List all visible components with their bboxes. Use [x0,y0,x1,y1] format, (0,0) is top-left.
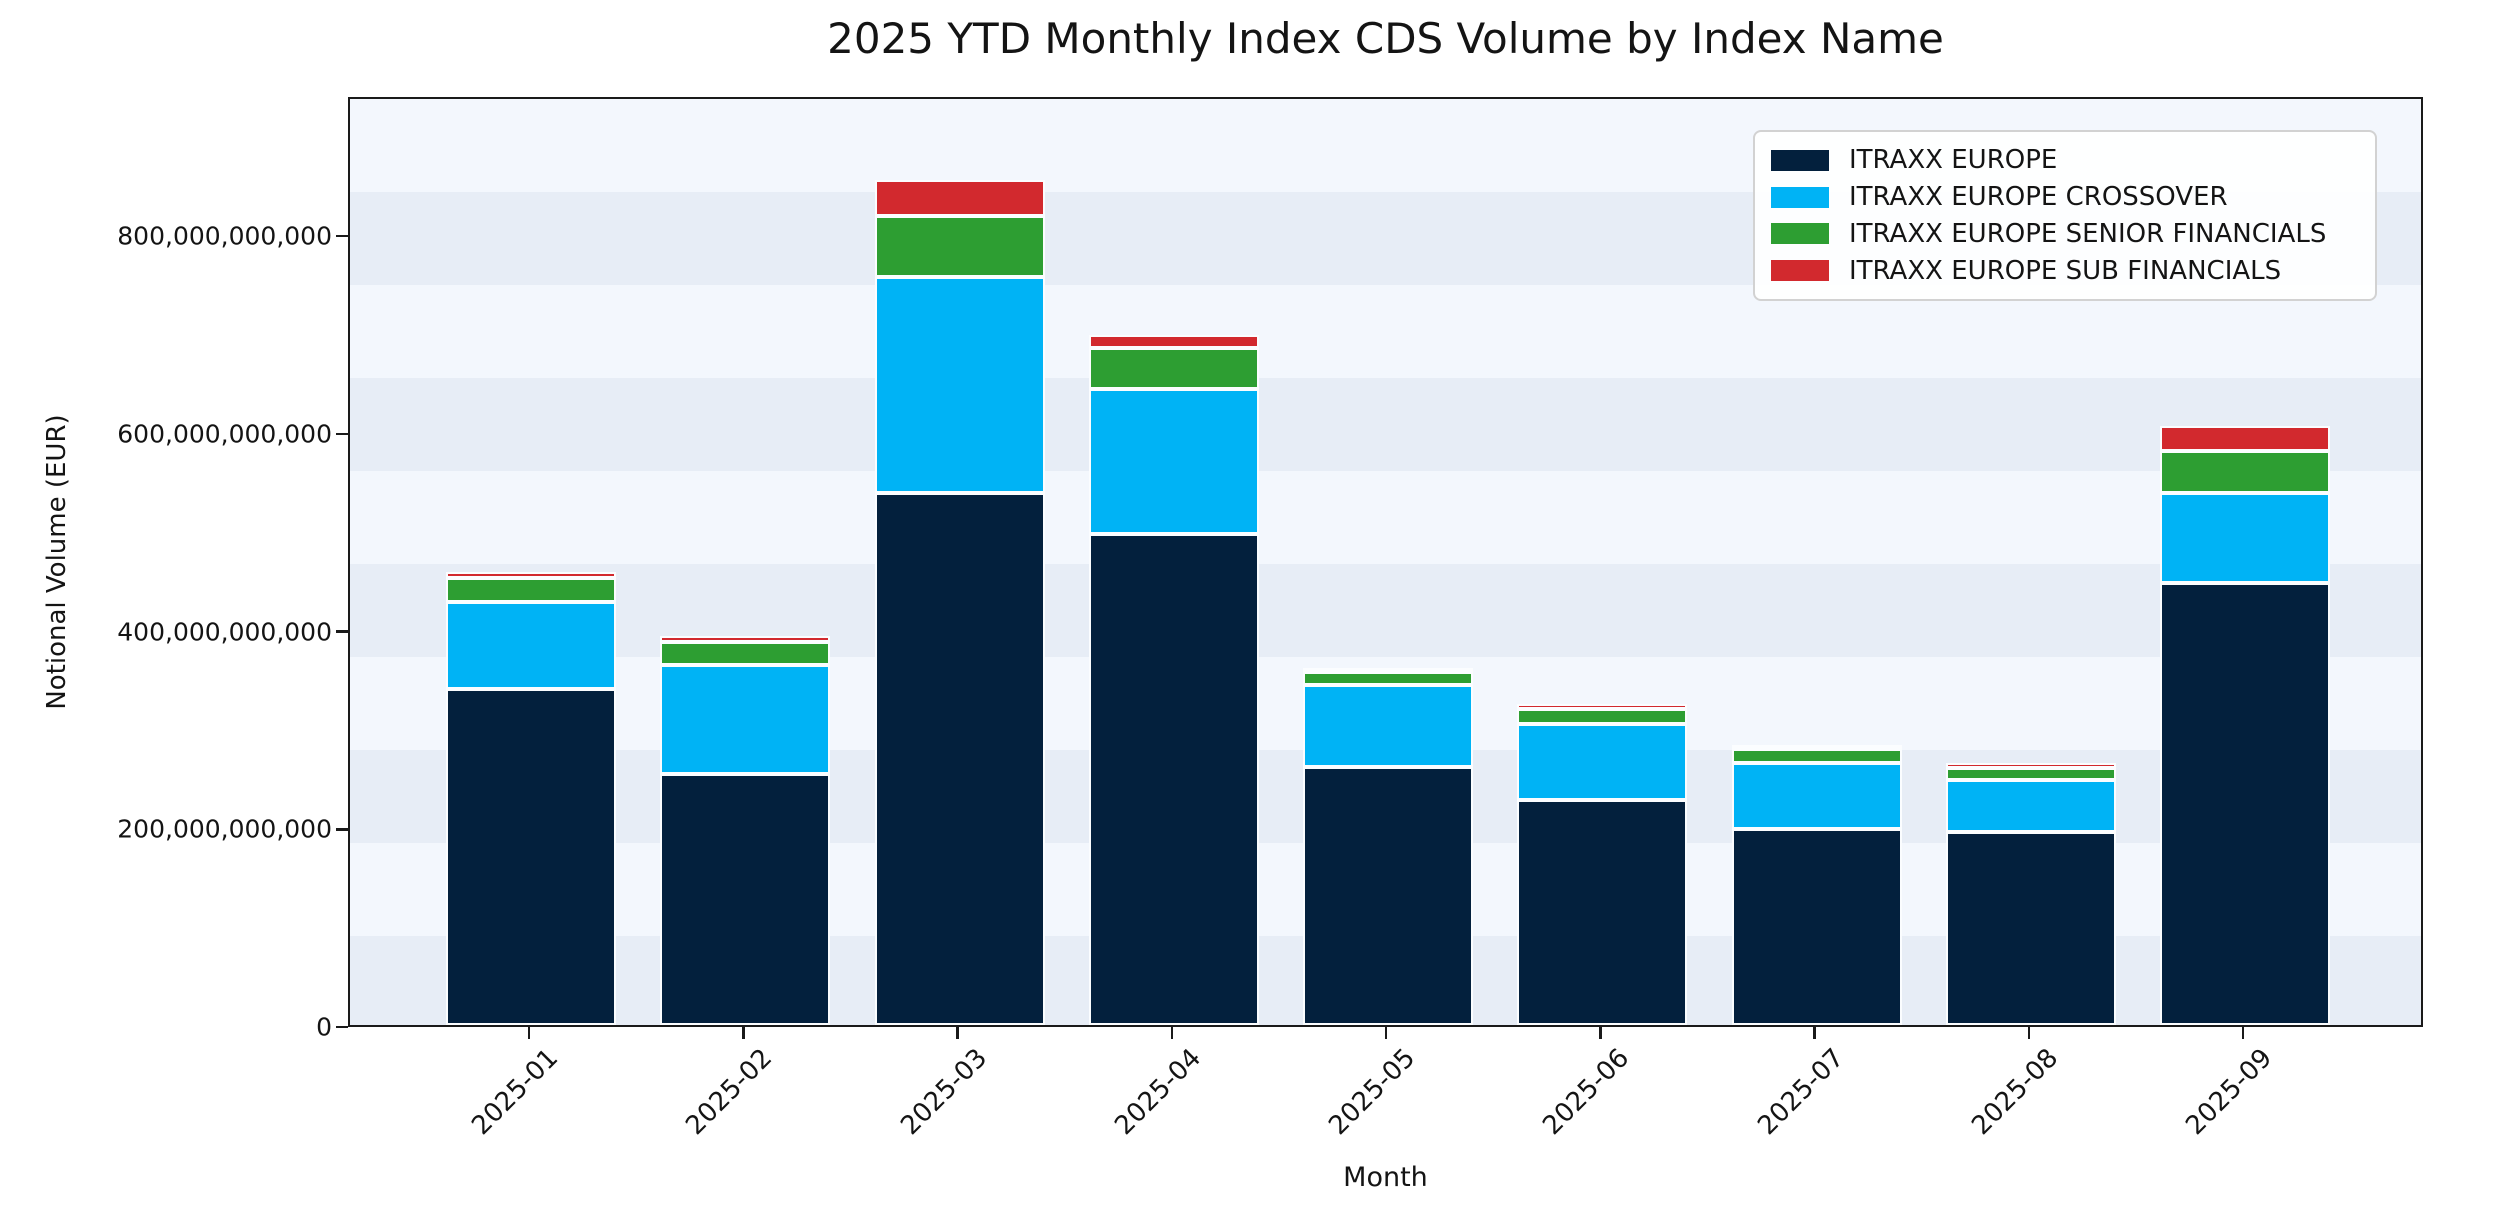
bar-segment-2025-09-series-0 [2160,583,2330,1025]
bar-segment-2025-04-series-3 [1088,334,1259,348]
legend-swatch-icon [1771,149,1829,171]
bar-segment-2025-02-series-2 [660,641,831,666]
legend-swatch-icon [1771,260,1829,282]
bar-segment-2025-03-series-0 [874,493,1045,1025]
bar-segment-2025-09-series-2 [2160,450,2330,494]
bar-segment-2025-07-series-2 [1731,748,1902,763]
bar-segment-2025-02-series-3 [660,635,831,642]
bar-segment-2025-01-series-2 [446,578,616,603]
x-axis-tick-mark [1384,1027,1388,1039]
bar-segment-2025-08-series-0 [1945,832,2116,1025]
y-axis-tick-label: 200,000,000,000 [117,814,332,844]
bar-segment-2025-06-series-3 [1517,704,1688,709]
legend-row-0: ITRAXX EUROPE [1771,145,2359,175]
x-axis-tick-mark [2027,1027,2030,1039]
chart-title: 2025 YTD Monthly Index CDS Volume by Ind… [827,14,1944,63]
legend-label: ITRAXX EUROPE CROSSOVER [1849,182,2228,213]
bar-segment-2025-04-series-1 [1088,388,1259,534]
x-axis-tick-mark [956,1027,959,1039]
y-axis-tick-label: 400,000,000,000 [117,617,332,646]
legend-label: ITRAXX EUROPE SUB FINANCIALS [1849,255,2282,286]
bar-segment-2025-02-series-0 [660,773,831,1025]
legend-row-3: ITRAXX EUROPE SUB FINANCIALS [1771,256,2359,286]
bar-segment-2025-01-series-1 [446,602,616,689]
bar-segment-2025-03-series-1 [874,276,1045,494]
bar-segment-2025-04-series-0 [1088,533,1259,1025]
bar-segment-2025-09-series-1 [2160,493,2330,584]
x-axis-tick-label: 2025-09 [2180,1043,2279,1142]
x-axis-tick-label: 2025-02 [680,1043,779,1142]
x-axis-tick-mark [527,1027,531,1039]
y-axis-tick-mark [336,1025,348,1029]
bar-segment-2025-03-series-2 [874,215,1045,277]
bar-segment-2025-08-series-1 [1945,779,2116,833]
y-axis-tick-mark [336,234,348,238]
x-axis-tick-label: 2025-03 [894,1043,993,1142]
legend-swatch-icon [1771,223,1829,245]
legend-label: ITRAXX EUROPE SENIOR FINANCIALS [1849,218,2327,249]
y-axis-label: Notional Volume (EUR) [42,414,72,710]
legend-swatch-icon [1771,186,1829,208]
x-axis-tick-label: 2025-08 [1965,1043,2064,1142]
x-axis-tick-mark [742,1027,745,1039]
x-axis-tick-label: 2025-06 [1537,1043,1636,1142]
bar-segment-2025-03-series-3 [874,180,1045,216]
bar-segment-2025-07-series-3 [1731,744,1902,749]
x-axis-tick-label: 2025-05 [1323,1043,1422,1142]
x-axis-tick-label: 2025-07 [1751,1043,1850,1142]
y-axis-tick-label: 800,000,000,000 [117,221,332,251]
y-axis-tick-mark [336,432,348,435]
bar-segment-2025-02-series-1 [660,665,831,774]
x-axis-tick-mark [1170,1027,1173,1039]
legend-row-1: ITRAXX EUROPE CROSSOVER [1771,182,2359,212]
bar-segment-2025-05-series-2 [1303,672,1473,686]
legend: ITRAXX EUROPE ITRAXX EUROPE CROSSOVER ITRA… [1753,130,2377,301]
legend-row-2: ITRAXX EUROPE SENIOR FINANCIALS [1771,219,2359,249]
x-axis-tick-mark [2241,1027,2245,1039]
bar-segment-2025-07-series-1 [1731,763,1902,830]
bar-segment-2025-06-series-0 [1517,799,1688,1025]
x-axis-tick-label: 2025-01 [466,1043,565,1142]
bar-segment-2025-09-series-3 [2160,425,2330,451]
bar-segment-2025-08-series-2 [1945,767,2116,780]
y-axis-tick-mark [336,828,348,831]
legend-label: ITRAXX EUROPE [1849,145,2058,176]
bar-segment-2025-05-series-3 [1303,668,1473,673]
y-axis-tick-mark [336,630,348,633]
x-axis-tick-label: 2025-04 [1108,1043,1207,1142]
bar-segment-2025-05-series-0 [1303,766,1473,1025]
bar-segment-2025-01-series-3 [446,572,616,579]
x-axis-label: Month [1343,1162,1428,1193]
y-axis-tick-label: 0 [316,1012,332,1042]
x-axis-tick-mark [1813,1027,1816,1039]
bar-segment-2025-06-series-1 [1517,723,1688,800]
bar-segment-2025-04-series-2 [1088,347,1259,389]
bar-segment-2025-01-series-0 [446,688,616,1025]
bar-segment-2025-05-series-1 [1303,685,1473,767]
bar-segment-2025-06-series-2 [1517,708,1688,724]
bar-segment-2025-07-series-0 [1731,829,1902,1025]
x-axis-tick-mark [1599,1027,1602,1039]
bar-segment-2025-08-series-3 [1945,763,2116,768]
y-axis-tick-label: 600,000,000,000 [117,419,332,449]
